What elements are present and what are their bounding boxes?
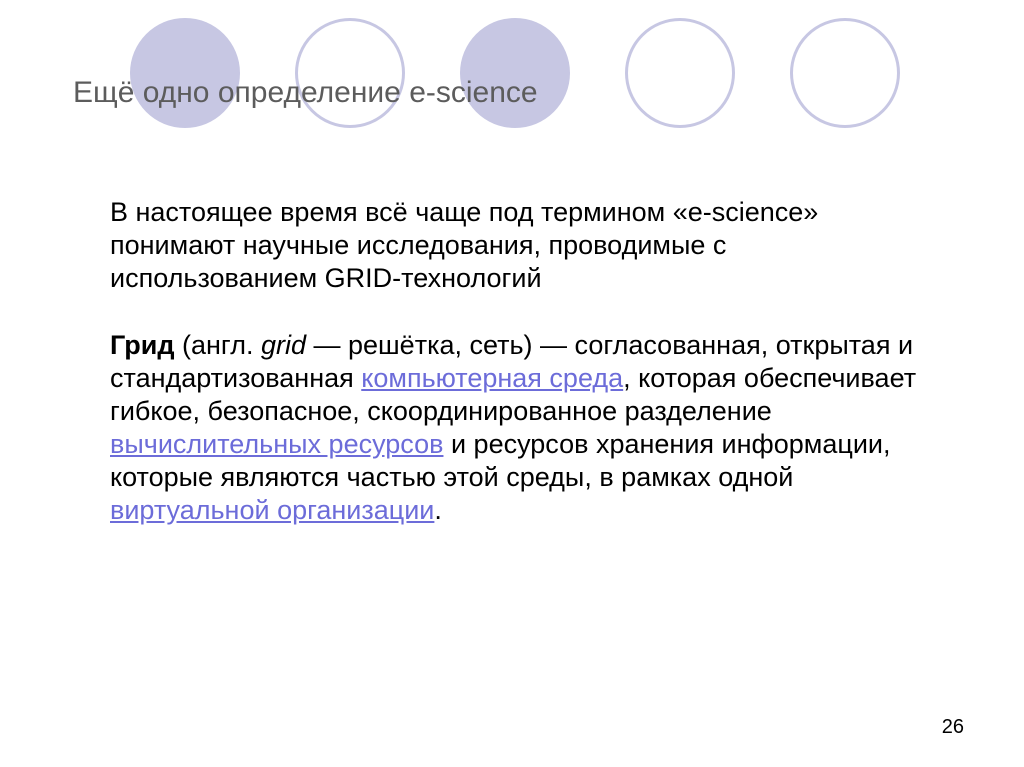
circle-icon <box>460 18 570 128</box>
decorative-circles-row <box>0 18 1024 128</box>
link-virtual-organization[interactable]: виртуальной организации <box>110 495 434 525</box>
paragraph-2: Грид (англ. grid — решётка, сеть) — согл… <box>110 329 920 527</box>
term-grid-italic: grid <box>261 330 306 360</box>
circle-icon <box>130 18 240 128</box>
circle-icon <box>295 18 405 128</box>
circle-icon <box>790 18 900 128</box>
link-computer-environment[interactable]: компьютерная среда <box>361 363 623 393</box>
slide-body: В настоящее время всё чаще под термином … <box>110 196 920 526</box>
text: . <box>434 495 442 525</box>
slide-title: Ещё одно определение e-science <box>73 76 538 110</box>
link-computational-resources[interactable]: вычислительных ресурсов <box>110 429 443 459</box>
text: (англ. <box>175 330 261 360</box>
paragraph-1: В настоящее время всё чаще под термином … <box>110 196 920 295</box>
circle-icon <box>625 18 735 128</box>
page-number: 26 <box>942 716 964 739</box>
term-grid-bold: Грид <box>110 330 175 360</box>
